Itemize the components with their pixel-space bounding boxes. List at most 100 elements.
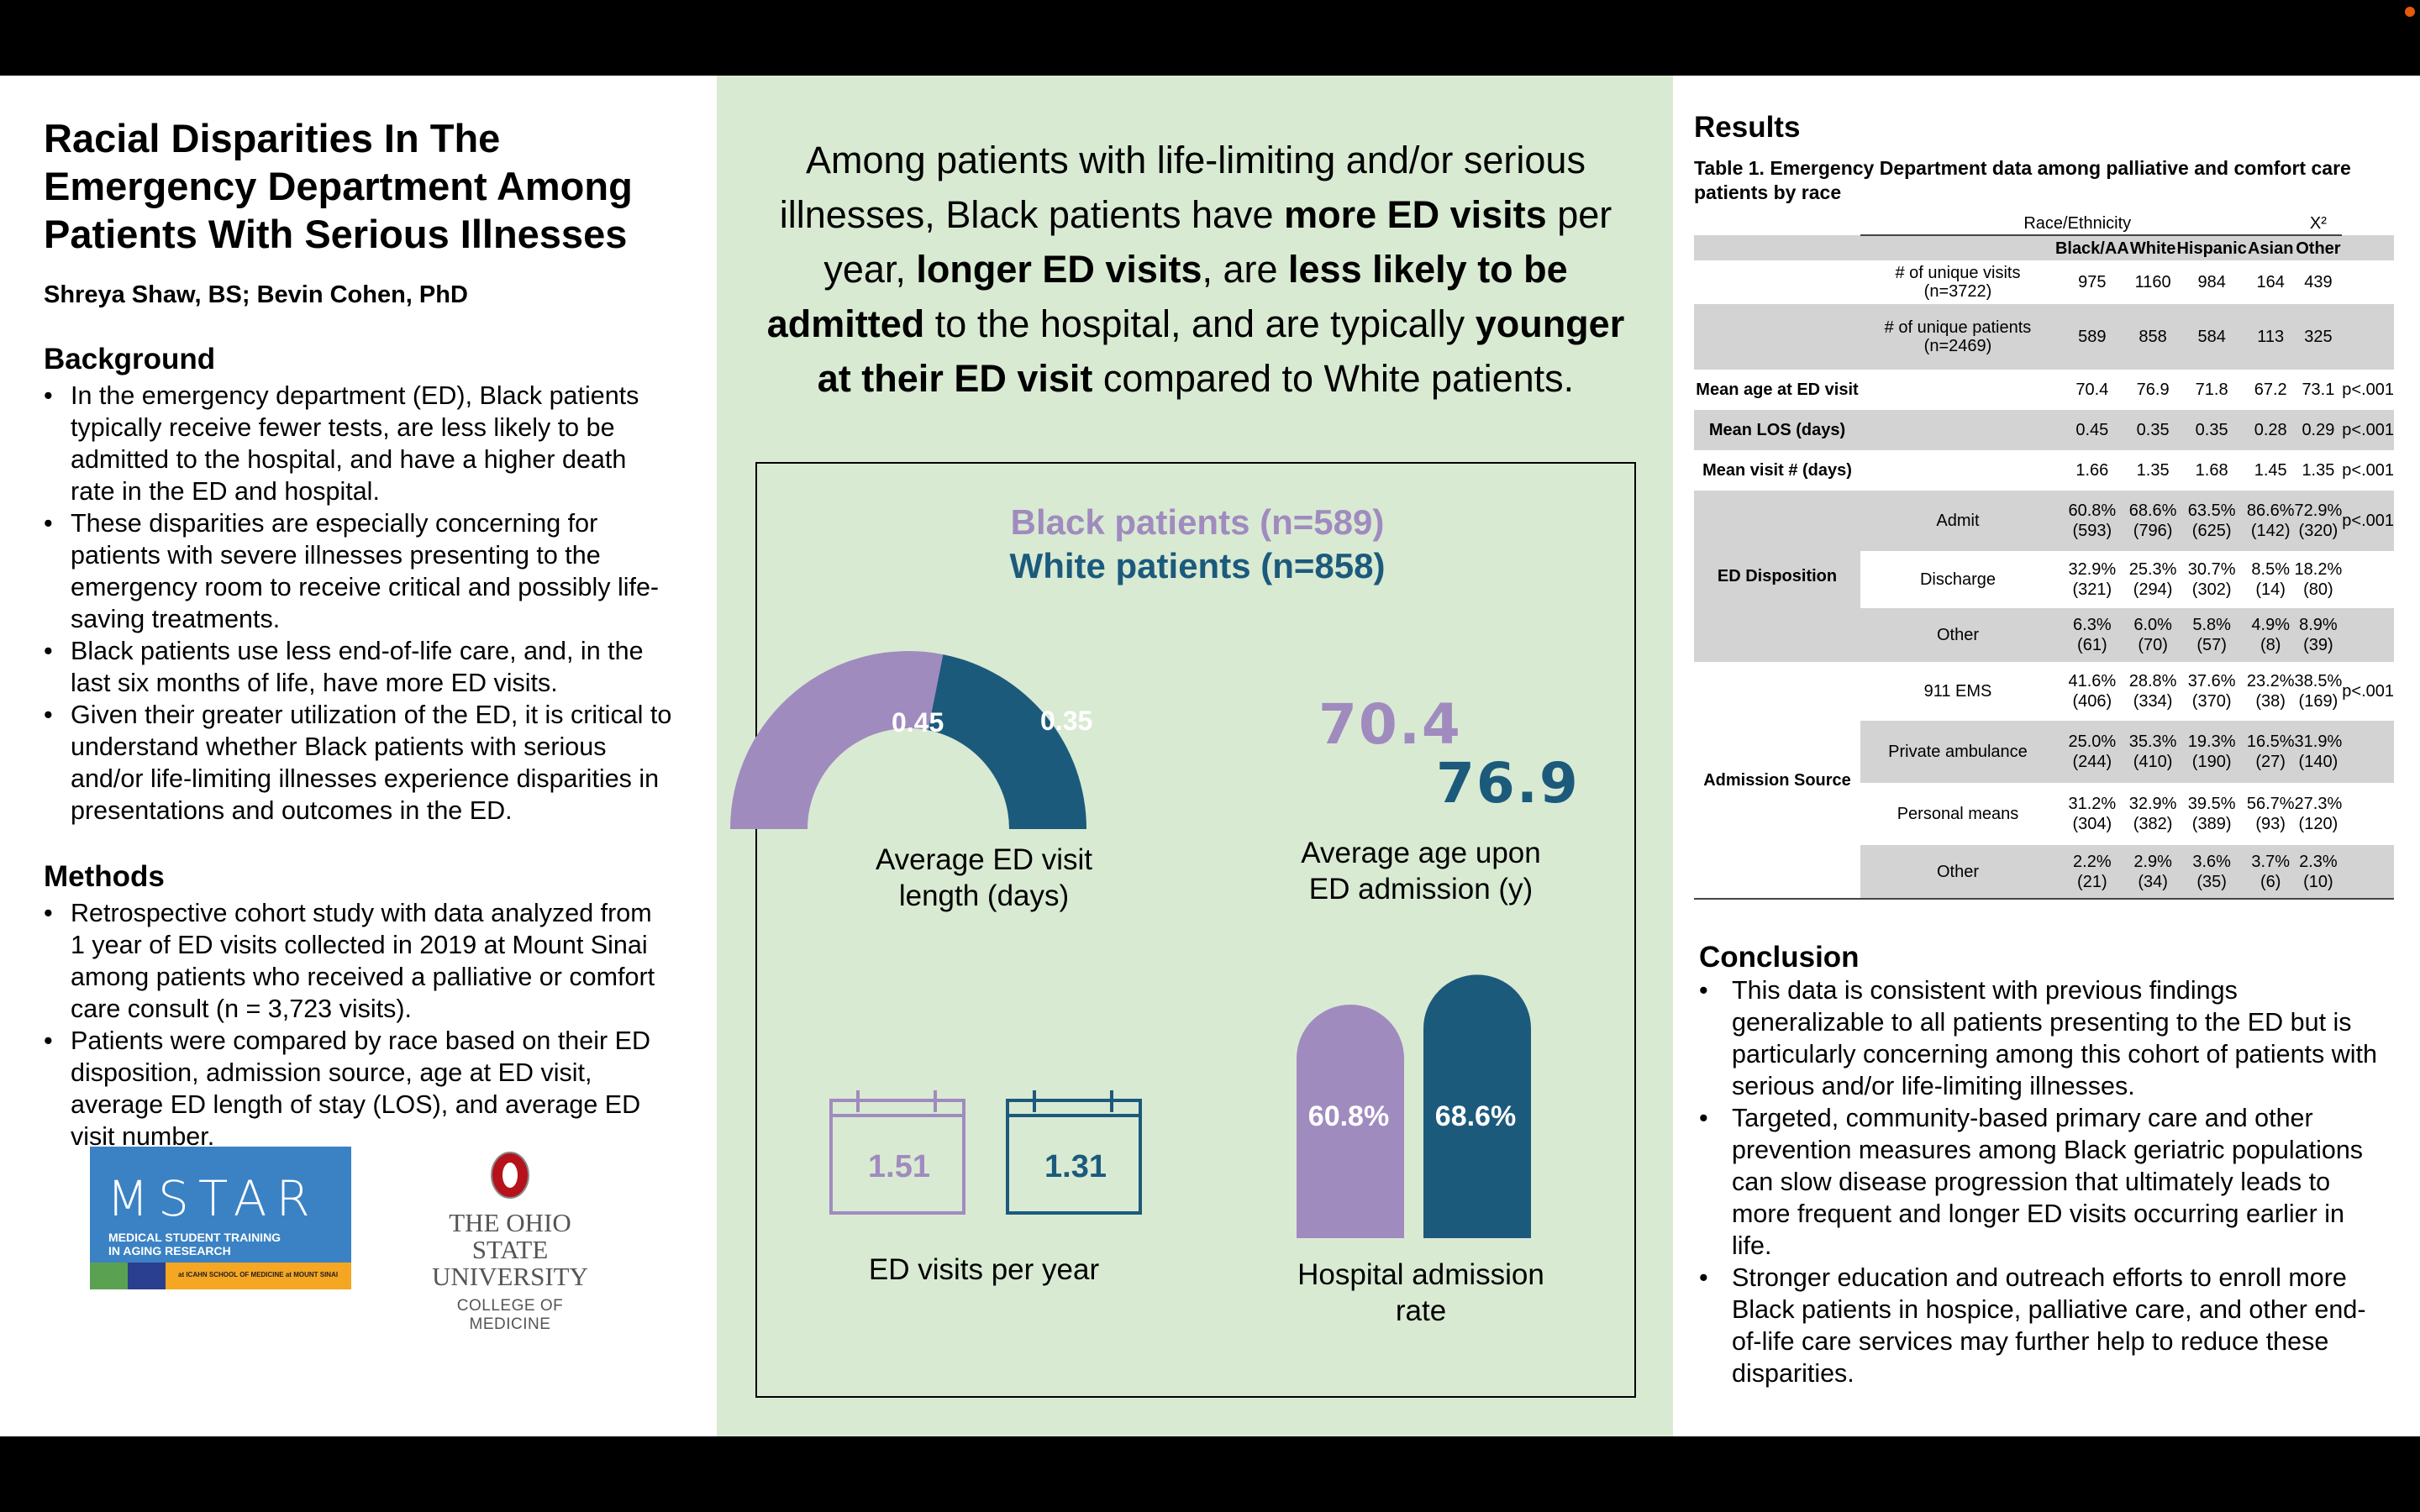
mstar-logo-tagline: MEDICAL STUDENT TRAINING IN AGING RESEAR… <box>108 1231 281 1257</box>
value-cell: 1160 <box>2134 273 2171 291</box>
value-line: (8) <box>2260 636 2281 654</box>
group-label: Admission Source <box>1694 662 1860 900</box>
value-line: (190) <box>2191 753 2232 771</box>
value-line: 8.5% <box>2251 560 2290 579</box>
value-line: (389) <box>2191 815 2232 833</box>
table-cell <box>1694 212 1860 235</box>
value-cell: 4.9% (8) <box>2246 608 2295 662</box>
value-cell: 0.35 <box>2176 410 2247 450</box>
los-caption-line2: length (days) <box>898 879 1070 912</box>
value-line: 72.9% <box>2294 501 2343 520</box>
calendar-icon <box>1006 1090 1142 1215</box>
los-white-value: 0.35 <box>1040 706 1093 736</box>
value-cell: 39.5% (389) <box>2176 783 2246 845</box>
value-line: (142) <box>2250 522 2291 540</box>
list-item: Stronger education and outreach efforts … <box>1699 1262 2388 1389</box>
los-caption-line1: Average ED visit <box>875 843 1093 876</box>
table-row: Private ambulance 25.0% (244) 35.3% (410) 19.… <box>1694 721 2394 783</box>
value-line: (244) <box>2072 753 2112 771</box>
p-value: p<.001 <box>2342 461 2394 480</box>
value-line: 35.3% <box>2128 732 2177 751</box>
value-cell: 1.35 <box>2302 461 2335 480</box>
value-cell: 164 <box>2256 273 2285 291</box>
background-list: In the emergency department (ED), Black … <box>44 380 673 827</box>
center-panel: Among patients with life-limiting and/or… <box>717 76 1673 1436</box>
value-line: 3.6% <box>2192 852 2231 871</box>
table-row: Mean LOS (days) 0.45 0.35 0.35 0.28 0.29 p<.00… <box>1694 410 2394 450</box>
row-sublabel: Personal means <box>1897 805 2019 823</box>
admission-bar-chart <box>1297 974 1531 1238</box>
value-cell: 1.45 <box>2254 461 2287 480</box>
list-item: This data is consistent with previous fi… <box>1699 974 2388 1102</box>
table-row: # of unique patients (n=2469) 589 858 584 11… <box>1694 304 2394 370</box>
value-line: 8.9% <box>2299 616 2338 634</box>
value-line: 39.5% <box>2187 795 2236 813</box>
column-header: Black/AA <box>2054 235 2129 260</box>
los-black-value: 0.45 <box>892 707 944 738</box>
value-cell: 56.7% (93) <box>2247 783 2295 845</box>
value-line: 23.2% <box>2246 672 2295 690</box>
value-cell: 858 <box>2128 304 2177 370</box>
column-header: Other <box>2294 235 2343 260</box>
methods-list: Retrospective cohort study with data ana… <box>44 897 673 1152</box>
value-line: (304) <box>2072 815 2112 833</box>
age-black-value: 70.4 <box>1318 692 1462 757</box>
strip-blue <box>128 1263 166 1289</box>
p-value <box>2342 608 2394 662</box>
claim-text: per year, <box>823 193 1612 291</box>
group-label: ED Disposition <box>1694 491 1860 662</box>
value-cell: 35.3% (410) <box>2128 721 2177 783</box>
claim-emphasis: younger at their ED visit <box>817 302 1625 400</box>
list-item: In the emergency department (ED), Black … <box>44 380 673 507</box>
value-cell: 6.3% (61) <box>2054 608 2129 662</box>
value-cell: 0.29 <box>2294 410 2343 450</box>
key-finding: Among patients with life-limiting and/or… <box>750 133 1641 406</box>
bar-black <box>1297 1005 1404 1238</box>
value-line: (140) <box>2298 753 2338 771</box>
value-cell: 72.9% (320) <box>2294 491 2343 551</box>
conclusion-list: This data is consistent with previous fi… <box>1699 974 2388 1389</box>
value-line: 27.3% <box>2294 795 2343 813</box>
row-sublabel: # of unique visits (n=3722) <box>1895 264 2021 301</box>
mstar-tagline-line1: MEDICAL STUDENT TRAINING <box>108 1231 281 1244</box>
authors: Shreya Shaw, BS; Bevin Cohen, PhD <box>44 281 468 308</box>
value-cell: 2.3% (10) <box>2294 845 2343 900</box>
value-line: (27) <box>2255 753 2286 771</box>
table-row: Other 6.3% (61) 6.0% (70) 5.8% (57) 4.9% (8) 8.9%… <box>1694 608 2394 662</box>
visits-caption: ED visits per year <box>868 1253 1100 1286</box>
infographic-box: Black patients (n=589) White patients (n… <box>730 462 1636 1398</box>
value-line: 3.7% <box>2251 852 2290 871</box>
table-row: Personal means 31.2% (304) 32.9% (382) 39.5% (… <box>1694 783 2394 845</box>
value-line: (93) <box>2255 815 2286 833</box>
value-cell: 984 <box>2197 273 2226 291</box>
visits-black-value: 1.51 <box>868 1149 930 1184</box>
row-sublabel: Other <box>1860 845 2055 900</box>
value-cell: 27.3% (120) <box>2295 783 2343 845</box>
value-line: (57) <box>2196 636 2227 654</box>
value-cell: 23.2% (38) <box>2247 662 2295 721</box>
value-line: (14) <box>2255 580 2286 599</box>
value-cell: 16.5% (27) <box>2246 721 2295 783</box>
value-line: (80) <box>2303 580 2333 599</box>
table-row: Mean age at ED visit 70.4 76.9 71.8 67.2 73.1… <box>1694 370 2394 410</box>
value-cell: 325 <box>2294 304 2343 370</box>
chi-header: X² <box>2294 212 2343 236</box>
mstar-tagline-line2: IN AGING RESEARCH <box>108 1244 231 1257</box>
value-line: 4.9% <box>2251 616 2290 634</box>
top-bar <box>0 0 2420 76</box>
donut-segment-white <box>928 654 1086 829</box>
value-cell: 25.0% (244) <box>2054 721 2129 783</box>
value-line: (61) <box>2077 636 2107 654</box>
value-line: 86.6% <box>2246 501 2295 520</box>
value-line: 2.2% <box>2073 852 2112 871</box>
value-cell: 63.5% (625) <box>2176 491 2247 551</box>
value-cell: 32.9% (382) <box>2129 783 2177 845</box>
p-value <box>2342 260 2394 304</box>
value-line: (6) <box>2260 872 2281 891</box>
row-sublabel: Discharge <box>1919 570 1996 589</box>
value-line: 32.9% <box>2128 795 2177 813</box>
calendar-icon <box>829 1090 965 1215</box>
mstar-strip: at ICAHN SCHOOL OF MEDICINE at MOUNT SIN… <box>90 1263 351 1289</box>
table-caption: Table 1. Emergency Department data among… <box>1694 157 2351 203</box>
value-line: (320) <box>2298 522 2338 540</box>
